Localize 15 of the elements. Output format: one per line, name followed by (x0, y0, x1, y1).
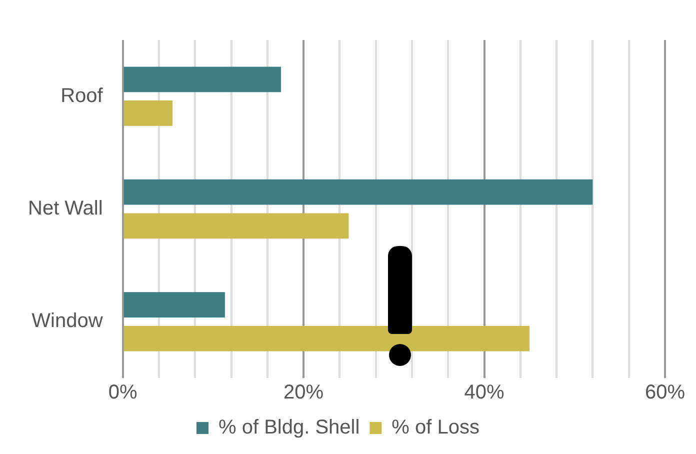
bar (124, 100, 173, 126)
y-tick-label: Window (32, 310, 104, 332)
x-tick-label: 40% (464, 382, 504, 404)
bar (124, 179, 593, 205)
bar (124, 213, 349, 239)
legend-label: % of Loss (392, 416, 480, 439)
bar (124, 326, 530, 352)
bar (124, 292, 225, 318)
bar (124, 66, 281, 92)
x-tick-label: 20% (284, 382, 324, 404)
x-tick-label: 60% (644, 382, 686, 404)
legend-label: % of Bldg. Shell (218, 416, 360, 439)
y-tick-label: Net Wall (28, 198, 103, 220)
x-tick-label: 0% (108, 382, 138, 404)
y-tick-label: Roof (60, 84, 104, 107)
